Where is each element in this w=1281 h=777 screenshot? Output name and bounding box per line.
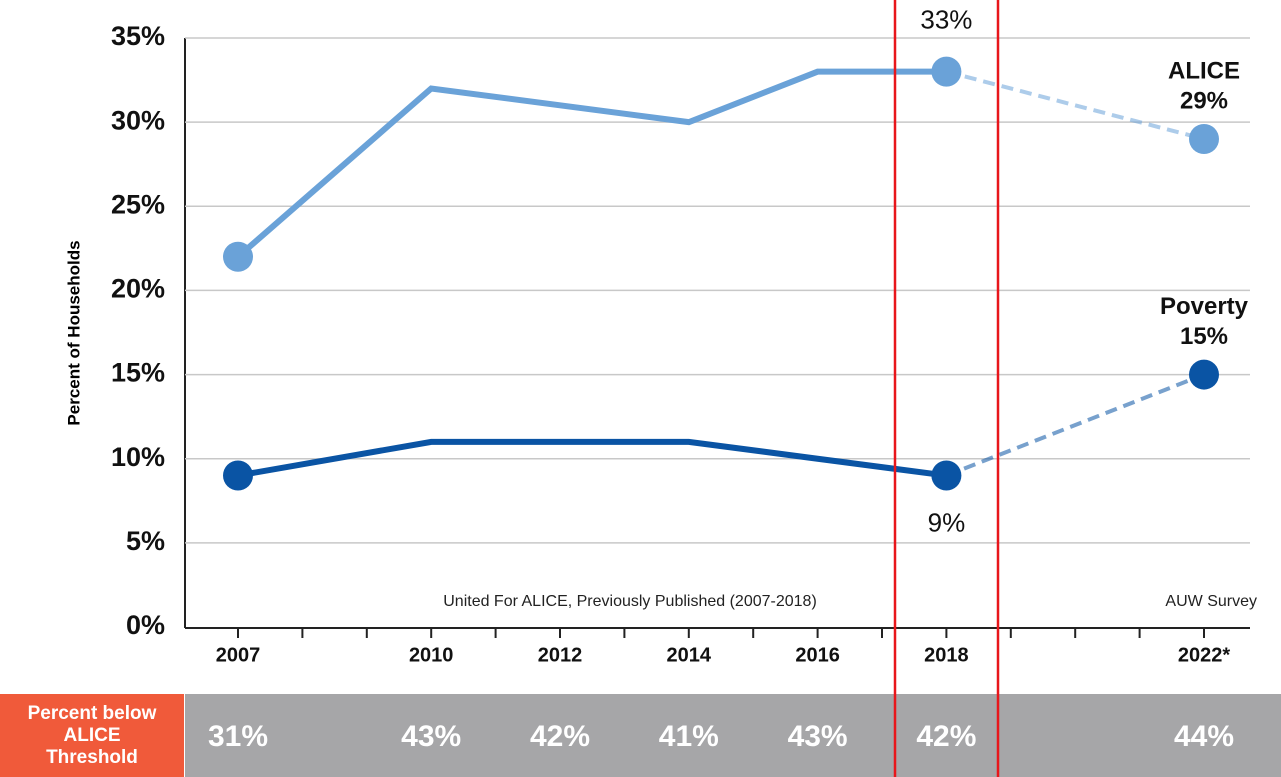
y-tick-label: 35% (111, 21, 165, 51)
source-note: United For ALICE, Previously Published (… (443, 593, 817, 610)
x-tick-label: 2010 (409, 644, 454, 666)
series-name-label: ALICE (1168, 57, 1240, 84)
threshold-value: 43% (401, 720, 461, 753)
y-tick-label: 15% (111, 358, 165, 388)
threshold-label: Percent below ALICE Threshold (0, 694, 184, 777)
data-label: 9% (928, 507, 966, 537)
data-label: 15% (1180, 323, 1228, 350)
series-line (237, 438, 947, 479)
source-note: AUW Survey (1165, 593, 1257, 610)
threshold-band (185, 694, 1281, 777)
threshold-value: 43% (788, 720, 848, 753)
marker (1189, 359, 1219, 390)
y-tick-label: 25% (111, 189, 165, 219)
y-tick-label: 0% (126, 610, 165, 640)
series-projection (945, 372, 1205, 478)
y-axis-label: Percent of Households (64, 240, 83, 425)
x-tick-label: 2007 (216, 644, 261, 666)
marker (223, 241, 253, 272)
y-tick-label: 10% (111, 442, 165, 472)
marker (1189, 123, 1219, 154)
series-projection (945, 69, 1205, 141)
threshold-value: 42% (916, 720, 976, 753)
series-name-label: Poverty (1160, 293, 1249, 320)
threshold-value: 31% (208, 720, 268, 753)
y-tick-label: 20% (111, 274, 165, 304)
marker (931, 460, 962, 491)
series-line (236, 68, 947, 260)
threshold-value: 41% (659, 720, 719, 753)
threshold-value: 44% (1174, 720, 1234, 753)
x-tick-label: 2012 (538, 644, 583, 666)
threshold-value: 42% (530, 720, 590, 753)
marker (223, 460, 253, 491)
data-label: 29% (1180, 87, 1228, 114)
y-tick-label: 30% (111, 105, 165, 135)
x-tick-label: 2016 (795, 644, 840, 666)
y-tick-label: 5% (126, 526, 165, 556)
x-tick-label: 2022* (1178, 644, 1230, 666)
marker (931, 56, 962, 87)
x-tick-label: 2018 (924, 644, 969, 666)
data-label: 33% (920, 5, 972, 35)
x-tick-label: 2014 (667, 644, 712, 666)
